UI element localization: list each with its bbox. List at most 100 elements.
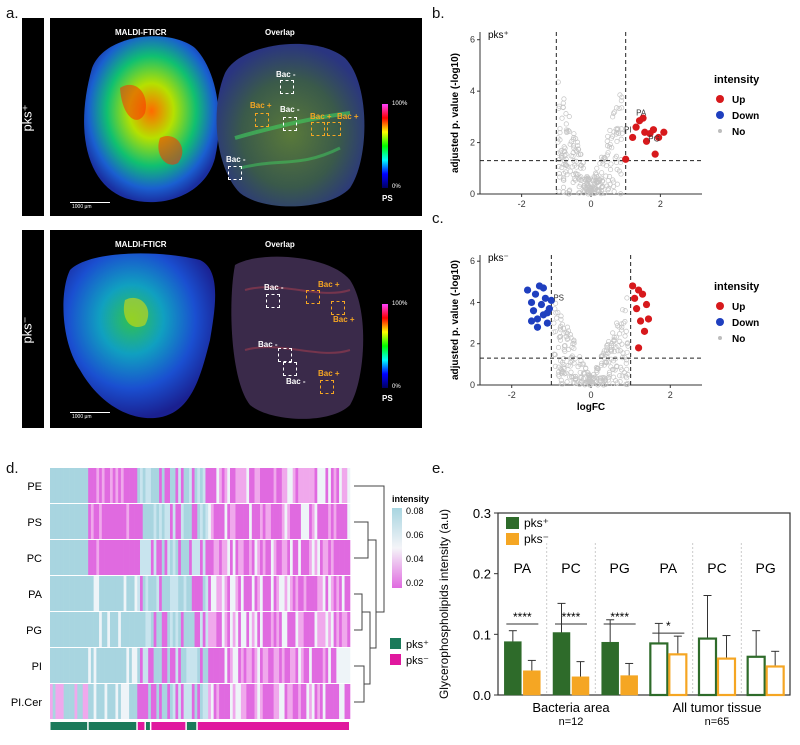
heatmap-cell (216, 648, 220, 683)
point-ns (614, 181, 620, 187)
heatmap-cell (311, 576, 315, 611)
heatmap-cell (281, 504, 285, 539)
point-ns (594, 378, 600, 384)
heatmap-cell (161, 612, 165, 647)
heatmap-cell (63, 504, 67, 539)
heatmap-cell (96, 504, 100, 539)
heatmap-cell (270, 468, 274, 503)
roi-label: Bac - (258, 340, 278, 349)
point-ns (563, 162, 569, 168)
point-ns (595, 380, 601, 387)
overlap-tissue (231, 256, 364, 419)
heatmap-cell (295, 648, 299, 683)
heatmap-cell (85, 576, 89, 611)
heatmap-cell (161, 540, 165, 575)
point-ns (584, 180, 590, 186)
heatmap-cell (145, 504, 149, 539)
heatmap-cell (107, 648, 111, 683)
heatmap-cell (344, 684, 348, 719)
heatmap-cell (341, 612, 345, 647)
heatmap-cell (82, 648, 86, 683)
heatmap-cell (279, 576, 283, 611)
heatmap-cell (202, 576, 206, 611)
heatmap-cell (60, 468, 64, 503)
heatmap-cell (52, 576, 56, 611)
heatmap-cell (170, 540, 174, 575)
heatmap-cell (257, 612, 261, 647)
heatmap-cell (328, 612, 332, 647)
heatmap-cell (172, 468, 176, 503)
heatmap-cell (58, 684, 62, 719)
heatmap-cell (140, 684, 144, 719)
heatmap-cell (281, 684, 285, 719)
heatmap-cell (268, 504, 272, 539)
y-tick-label: 2 (470, 339, 475, 349)
heatmap-cell (110, 468, 114, 503)
heatmap-cell (270, 576, 274, 611)
heatmap-cell (77, 576, 81, 611)
heatmap-cell (69, 540, 73, 575)
roi-box (331, 301, 345, 315)
heatmap-cell (317, 684, 321, 719)
maldi-panel-bottom: MALDI-FTICR Overlap 1000 μm Bac - Bac + … (50, 230, 422, 428)
heatmap-cell (232, 576, 236, 611)
heatmap-cell (284, 576, 288, 611)
heatmap-cell (243, 684, 247, 719)
dendrogram-branch (354, 521, 369, 559)
heatmap-cell (183, 684, 187, 719)
point-ns (595, 366, 601, 372)
heatmap-cell (175, 576, 179, 611)
point-ns (577, 361, 583, 367)
heatmap-cell (148, 540, 152, 575)
legend-swatch (716, 111, 724, 119)
bar (601, 641, 619, 696)
point-ns (604, 344, 610, 351)
heatmap-cell (118, 576, 122, 611)
point-ns (621, 320, 627, 326)
heatmap-cell (191, 684, 195, 719)
point-ns (605, 377, 611, 383)
heatmap-cell (336, 648, 340, 683)
roi-box (320, 380, 334, 394)
point-annotation: PI (624, 125, 632, 134)
heatmap-cell (333, 468, 337, 503)
heatmap-cell (347, 504, 351, 539)
group-bar-segment (197, 722, 349, 730)
heatmap-cell (300, 684, 304, 719)
heatmap-cell (60, 612, 64, 647)
heatmap-cell (77, 504, 81, 539)
point-ns (611, 334, 617, 340)
point-ns (578, 375, 584, 381)
heatmap-cell (161, 684, 165, 719)
heatmap-cell (189, 684, 193, 719)
point-ns (581, 183, 587, 189)
point-ns (562, 161, 569, 167)
panel-label-c: c. (432, 210, 444, 227)
heatmap-cell (328, 540, 332, 575)
heatmap-cell (295, 576, 299, 611)
heatmap-cell (270, 504, 274, 539)
heatmap-cell (159, 504, 163, 539)
point-ns (556, 364, 562, 370)
heatmap-cell (71, 468, 75, 503)
point-ns (608, 167, 614, 173)
x-tick-label: 0 (588, 199, 593, 209)
heatmap-cell (265, 648, 269, 683)
point-ns (609, 340, 615, 347)
heatmap-cell (189, 504, 193, 539)
heatmap-cell (50, 612, 54, 647)
heatmap-cell (170, 648, 174, 683)
heatmap-cell (254, 468, 258, 503)
heatmap-cell (90, 648, 94, 683)
y-axis-label: adjusted p. value (-log10) (450, 260, 461, 380)
heatmap-cell (320, 612, 324, 647)
point-ns (618, 136, 624, 142)
heatmap-cell (208, 648, 212, 683)
heatmap-cell (191, 612, 195, 647)
point-ns (571, 131, 577, 137)
point-ns (574, 380, 580, 386)
legend-label: pks⁺ (524, 516, 549, 530)
point-ns (608, 135, 614, 141)
heatmap-cell (284, 540, 288, 575)
point-ns (557, 337, 564, 343)
